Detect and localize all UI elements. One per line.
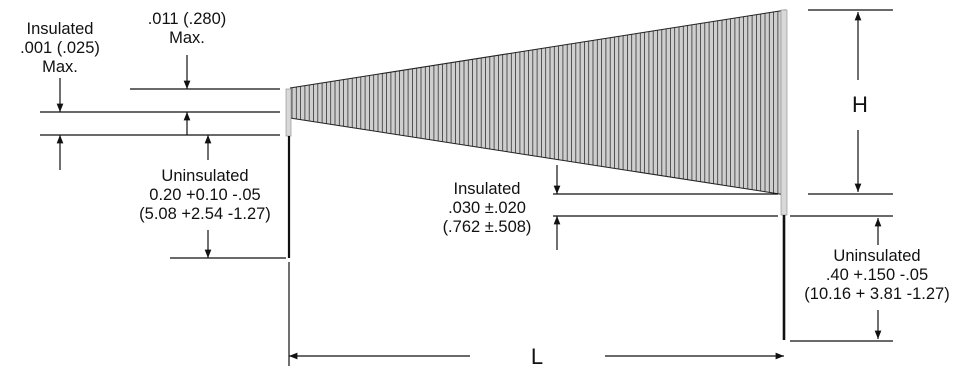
length-label: L <box>530 344 544 369</box>
left-uninsulated-line-2: 0.20 +0.10 -.05 <box>149 186 261 204</box>
left-uninsulated-line-1: Uninsulated <box>161 167 249 185</box>
right-uninsulated-line-1: Uninsulated <box>833 247 921 265</box>
height-label: H <box>852 92 868 117</box>
left-uninsulated-label: Uninsulated 0.20 +0.10 -.05 (5.08 +2.54 … <box>120 167 290 224</box>
right-uninsulated-line-3: (10.16 + 3.81 -1.27) <box>804 285 950 303</box>
length-label-box <box>470 337 605 369</box>
top-max-label: .011 (.280) Max. <box>132 10 242 48</box>
right-uninsulated-label: Uninsulated .40 +.150 -.05 (10.16 + 3.81… <box>789 247 965 304</box>
right-end <box>780 9 788 340</box>
right-uninsulated-line-2: .40 +.150 -.05 <box>825 266 929 284</box>
top-left-insulated-line-3: Max. <box>42 58 78 76</box>
top-left-insulated-line-1: Insulated <box>26 20 94 38</box>
conductor-fan <box>289 9 787 196</box>
top-max-line-2: Max. <box>169 29 205 47</box>
dimension-lines <box>40 9 893 366</box>
mid-insulated-label: Insulated .030 ±.020 (.762 ±.508) <box>422 180 552 237</box>
left-uninsulated-line-3: (5.08 +2.54 -1.27) <box>139 205 271 223</box>
top-max-line-1: .011 (.280) <box>147 10 227 28</box>
top-left-insulated-line-2: .001 (.025) <box>20 39 100 57</box>
mid-insulated-line-2: .030 ±.020 <box>448 199 526 217</box>
left-end <box>285 88 292 258</box>
top-left-insulated-label: Insulated .001 (.025) Max. <box>8 20 112 77</box>
mid-insulated-line-1: Insulated <box>453 180 521 198</box>
height-label-box <box>808 80 928 130</box>
mid-insulated-line-3: (.762 ±.508) <box>442 218 532 236</box>
